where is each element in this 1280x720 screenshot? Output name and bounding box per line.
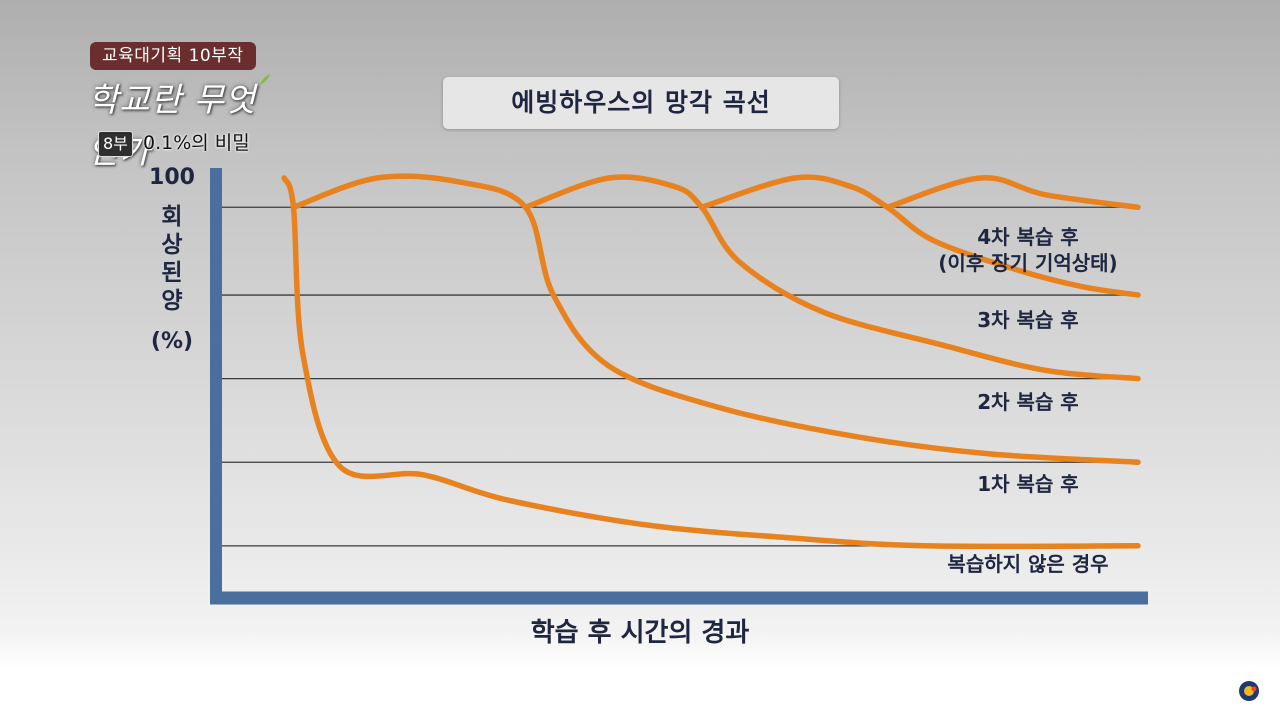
y-tick-100: 100 bbox=[149, 165, 195, 190]
y-axis-label-3: 된 bbox=[161, 260, 182, 286]
label-no-review: 복습하지 않은 경우 bbox=[947, 552, 1108, 576]
series-curves bbox=[281, 173, 1141, 550]
label-2nd-review: 2차 복습 후 bbox=[977, 390, 1078, 414]
y-axis-label-1: 회 bbox=[161, 204, 182, 230]
program-logo: 학교란 무엇인가 bbox=[88, 80, 257, 171]
label-4th-review-note: (이후 장기 기억상태) bbox=[938, 251, 1117, 275]
series-badge: 교육대기획 10부작 bbox=[90, 42, 256, 70]
label-3rd-review: 3차 복습 후 bbox=[977, 308, 1078, 332]
series-curve-3 bbox=[699, 174, 1141, 298]
axes bbox=[210, 168, 1148, 605]
chart-title: 에빙하우스의 망각 곡선 bbox=[443, 77, 839, 129]
x-axis-label: 학습 후 시간의 경과 bbox=[531, 618, 750, 648]
channel-logo-icon bbox=[1239, 681, 1259, 701]
y-axis-label-5: (%) bbox=[151, 329, 193, 354]
episode-title: 0.1%의 비밀 bbox=[143, 132, 250, 154]
series-curve-1 bbox=[290, 173, 1141, 465]
y-axis-label-4: 양 bbox=[161, 288, 182, 314]
series-curve-2 bbox=[522, 174, 1141, 382]
y-axis-label-2: 상 bbox=[161, 232, 182, 258]
episode-number: 8부 bbox=[98, 131, 133, 157]
label-1st-review: 1차 복습 후 bbox=[977, 472, 1078, 496]
sprout-icon bbox=[258, 74, 270, 86]
label-4th-review: 4차 복습 후 bbox=[977, 225, 1078, 249]
series-curve-4 bbox=[884, 175, 1141, 211]
series-curve-0 bbox=[281, 175, 1141, 550]
